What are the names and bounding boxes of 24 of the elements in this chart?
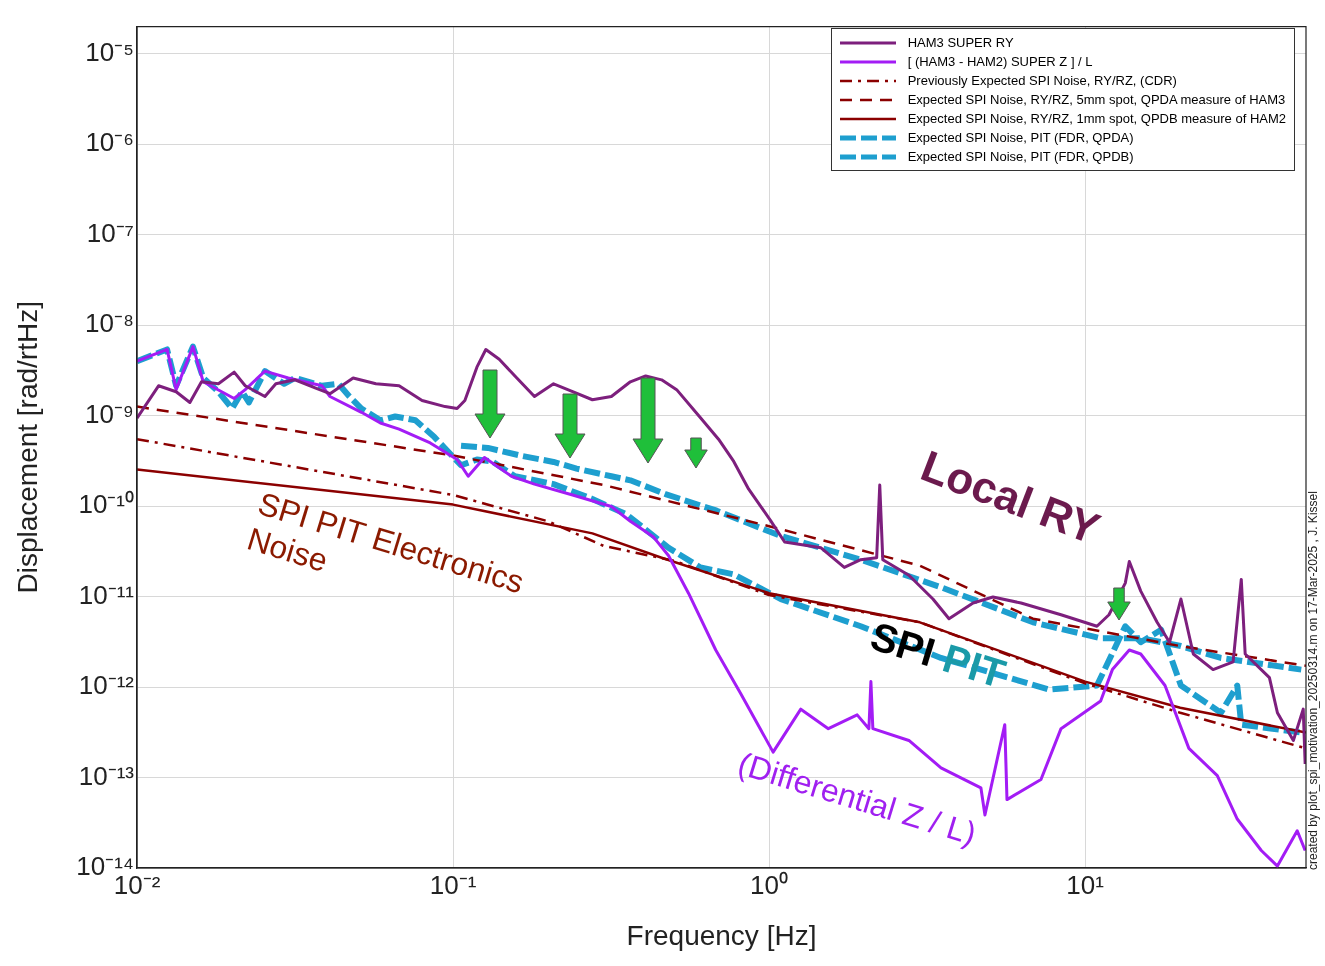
annotation: created by plot_spi_motivation_20250314.m on 17-Mar-2025 , J. Kissel: [1306, 491, 1320, 870]
y-tick-label: 10⁻⁸: [85, 308, 134, 339]
annotation: Local RY: [914, 440, 1107, 554]
y-tick-label: 10⁻⁶: [85, 127, 134, 158]
y-tick-label: 10⁻¹²: [78, 670, 135, 701]
x-tick-label: 10⁰: [750, 869, 789, 900]
y-tick-label: 10⁻¹³: [78, 760, 135, 791]
y-tick-label: 10⁻⁵: [85, 37, 134, 67]
x-axis-title: Frequency [Hz]: [626, 919, 817, 951]
legend-label: Expected SPI Noise, PIT (FDR, QPDA): [907, 130, 1134, 145]
y-tick-label: 10⁻⁷: [86, 217, 134, 248]
legend-label: Previously Expected SPI Noise, RY/RZ, (CDR): [907, 73, 1177, 88]
y-tick-label: 10⁻⁹: [84, 398, 134, 429]
legend-label: Expected SPI Noise, RY/RZ, 5mm spot, QPDA measure of HAM3: [907, 92, 1286, 107]
y-tick-label: 10⁻¹¹: [78, 579, 135, 610]
annotation: SPI PIT: [865, 613, 1011, 696]
x-tick-label: 10⁻¹: [429, 869, 477, 900]
legend-label: Expected SPI Noise, RY/RZ, 1mm spot, QPDB measure of HAM2: [907, 111, 1286, 126]
legend-label: [ (HAM3 - HAM2) SUPER Z ] / L: [907, 54, 1093, 69]
y-axis-title: Displacement [rad/rtHz]: [11, 301, 43, 594]
legend-label: HAM3 SUPER RY: [907, 35, 1014, 50]
y-tick-label: 10⁻¹⁰: [78, 489, 134, 520]
legend-label: Expected SPI Noise, PIT (FDR, QPDB): [907, 149, 1134, 164]
x-tick-label: 10¹: [1066, 869, 1105, 900]
